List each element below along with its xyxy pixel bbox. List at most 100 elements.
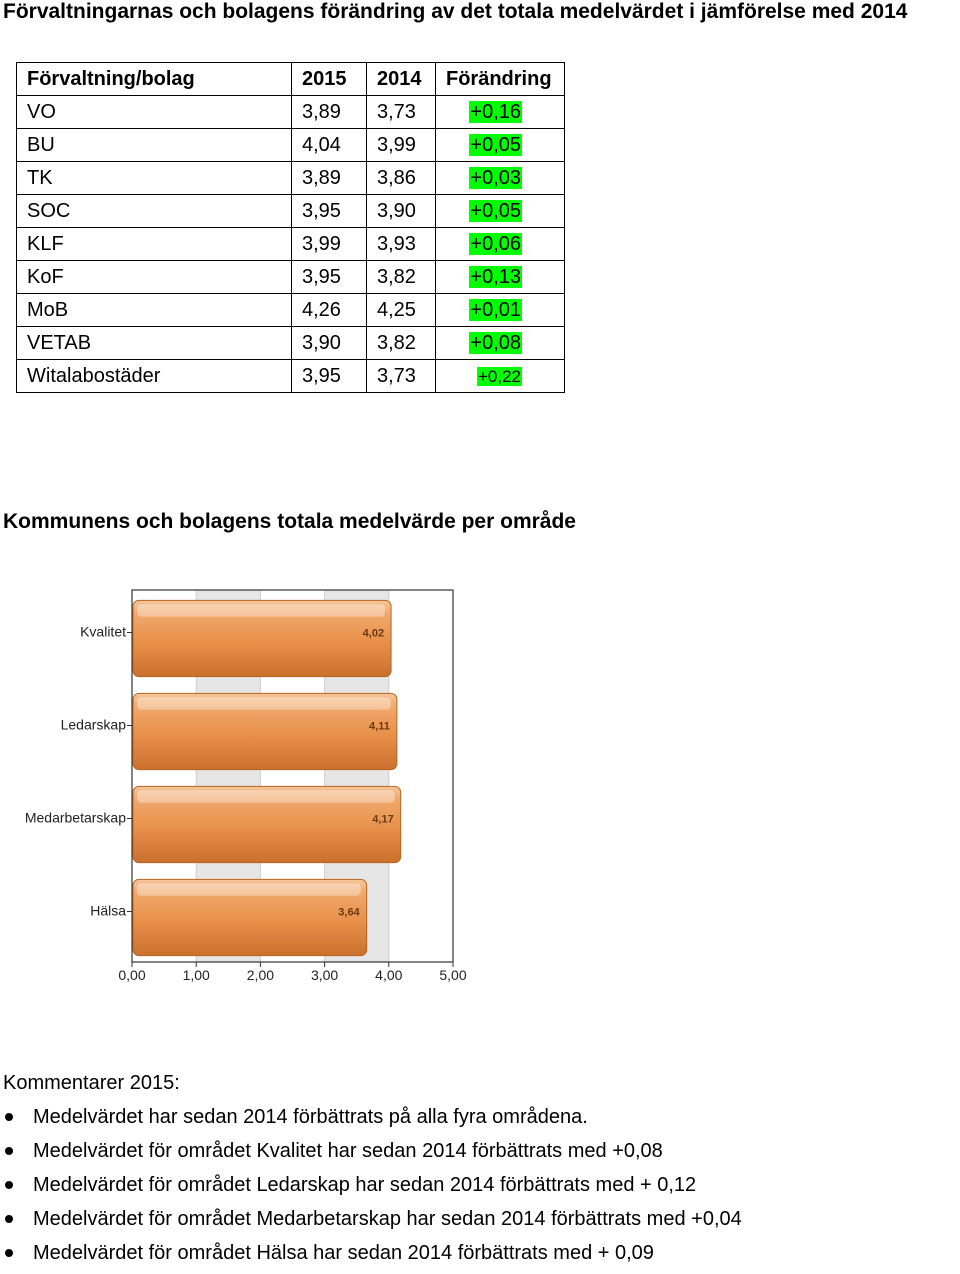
- plot-frame: [131, 589, 454, 963]
- bullet-icon: [5, 1249, 13, 1257]
- cell-2015: 3,89: [291, 161, 367, 195]
- page-heading: Förvaltningarnas och bolagens förändring…: [3, 0, 908, 23]
- cell-unit: KoF: [16, 260, 292, 294]
- value-label: 3,64: [338, 907, 360, 919]
- category-label: Ledarskap: [61, 717, 127, 733]
- cell-2015: 3,99: [291, 227, 367, 261]
- change-highlight: +0,22: [476, 366, 522, 386]
- cell-2014: 3,73: [366, 95, 436, 129]
- column-header-2014: 2014: [366, 62, 436, 96]
- table-row: Witalabostäder 3,95 3,73 +0,22: [16, 359, 565, 393]
- bullet-icon: [5, 1147, 13, 1155]
- change-highlight: +0,05: [469, 133, 522, 156]
- x-tick-label: 4,00: [375, 967, 402, 983]
- category-label: Kvalitet: [80, 624, 126, 640]
- bar-chart: Kvalitet 4,02 Ledarskap 4,11 Medarbetarskap 4…: [25, 589, 467, 983]
- table-row: VO 3,89 3,73 +0,16: [16, 95, 565, 129]
- comment-text: Medelvärdet för området Hälsa har sedan …: [33, 1242, 654, 1264]
- cell-unit: TK: [16, 161, 292, 195]
- comment-text: Medelvärdet för området Ledarskap har se…: [33, 1174, 697, 1196]
- value-label: 4,02: [363, 628, 384, 640]
- grid-band: [388, 590, 453, 962]
- cell-2015: 4,04: [291, 128, 367, 162]
- comparison-table: Förvaltning/bolag 2015 2014 Förändring V…: [16, 62, 565, 393]
- comment-item: Medelvärdet har sedan 2014 förbättrats p…: [0, 1104, 742, 1138]
- table-row: MoB 4,26 4,25 +0,01: [16, 293, 565, 327]
- value-label: 4,11: [369, 721, 390, 733]
- cell-change: +0,06: [435, 227, 565, 261]
- comments-title: Kommentarer 2015:: [3, 1072, 180, 1094]
- bar-medarbetarskap: [132, 785, 402, 864]
- category-label: Hälsa: [90, 903, 126, 919]
- table-row: BU 4,04 3,99 +0,05: [16, 128, 565, 162]
- cell-2014: 3,90: [366, 194, 436, 228]
- cell-change: +0,01: [435, 293, 565, 327]
- cell-unit: MoB: [16, 293, 292, 327]
- x-tick-label: 1,00: [183, 967, 210, 983]
- bullet-icon: [5, 1181, 13, 1189]
- bar-highlight: [137, 604, 386, 617]
- cell-change: +0,22: [435, 359, 565, 393]
- bar-ledarskap: [132, 692, 398, 771]
- table-row: KoF 3,95 3,82 +0,13: [16, 260, 565, 294]
- chart-heading: Kommunens och bolagens totala medelvärde…: [3, 510, 576, 533]
- bar-highlight: [137, 697, 391, 710]
- cell-2014: 4,25: [366, 293, 436, 327]
- bar-highlight: [137, 790, 395, 803]
- bar-kvalitet: [132, 599, 392, 678]
- cell-unit: Witalabostäder: [16, 359, 292, 393]
- cell-2015: 3,95: [291, 194, 367, 228]
- bar-hälsa: [132, 878, 368, 957]
- cell-2014: 3,82: [366, 260, 436, 294]
- table-row: KLF 3,99 3,93 +0,06: [16, 227, 565, 261]
- column-header-2015: 2015: [291, 62, 367, 96]
- cell-change: +0,05: [435, 128, 565, 162]
- cell-2014: 3,82: [366, 326, 436, 360]
- comment-item: Medelvärdet för området Hälsa har sedan …: [0, 1240, 742, 1274]
- cell-change: +0,16: [435, 95, 565, 129]
- x-tick-label: 2,00: [247, 967, 274, 983]
- x-tick-label: 0,00: [118, 967, 145, 983]
- change-highlight: +0,05: [469, 199, 522, 222]
- change-highlight: +0,06: [469, 232, 522, 255]
- comment-item: Medelvärdet för området Kvalitet har sed…: [0, 1138, 742, 1172]
- cell-2015: 4,26: [291, 293, 367, 327]
- cell-change: +0,13: [435, 260, 565, 294]
- cell-2015: 3,89: [291, 95, 367, 129]
- change-highlight: +0,03: [469, 166, 522, 189]
- comment-item: Medelvärdet för området Ledarskap har se…: [0, 1172, 742, 1206]
- comment-text: Medelvärdet för området Medarbetarskap h…: [33, 1208, 742, 1230]
- cell-2014: 3,86: [366, 161, 436, 195]
- category-label: Medarbetarskap: [25, 810, 126, 826]
- cell-unit: KLF: [16, 227, 292, 261]
- x-tick-label: 5,00: [439, 967, 466, 983]
- cell-unit: VETAB: [16, 326, 292, 360]
- cell-2015: 3,95: [291, 359, 367, 393]
- table-row: VETAB 3,90 3,82 +0,08: [16, 326, 565, 360]
- change-highlight: +0,16: [469, 100, 522, 123]
- cell-2015: 3,90: [291, 326, 367, 360]
- x-tick-label: 3,00: [311, 967, 338, 983]
- bullet-icon: [5, 1113, 13, 1121]
- table-row: TK 3,89 3,86 +0,03: [16, 161, 565, 195]
- comments-list: Medelvärdet har sedan 2014 förbättrats p…: [0, 1104, 742, 1274]
- cell-unit: BU: [16, 128, 292, 162]
- bar-highlight: [137, 883, 361, 896]
- cell-unit: SOC: [16, 194, 292, 228]
- table-row: SOC 3,95 3,90 +0,05: [16, 194, 565, 228]
- comment-item: Medelvärdet för området Medarbetarskap h…: [0, 1206, 742, 1240]
- cell-2014: 3,73: [366, 359, 436, 393]
- cell-2015: 3,95: [291, 260, 367, 294]
- column-header-unit: Förvaltning/bolag: [16, 62, 292, 96]
- table-header-row: Förvaltning/bolag 2015 2014 Förändring: [16, 62, 565, 96]
- comment-text: Medelvärdet har sedan 2014 förbättrats p…: [33, 1106, 588, 1128]
- cell-2014: 3,99: [366, 128, 436, 162]
- change-highlight: +0,08: [469, 331, 522, 354]
- change-highlight: +0,13: [469, 265, 522, 288]
- cell-change: +0,08: [435, 326, 565, 360]
- bullet-icon: [5, 1215, 13, 1223]
- comment-text: Medelvärdet för området Kvalitet har sed…: [33, 1140, 663, 1162]
- value-label: 4,17: [372, 814, 393, 826]
- cell-change: +0,05: [435, 194, 565, 228]
- change-highlight: +0,01: [469, 298, 522, 321]
